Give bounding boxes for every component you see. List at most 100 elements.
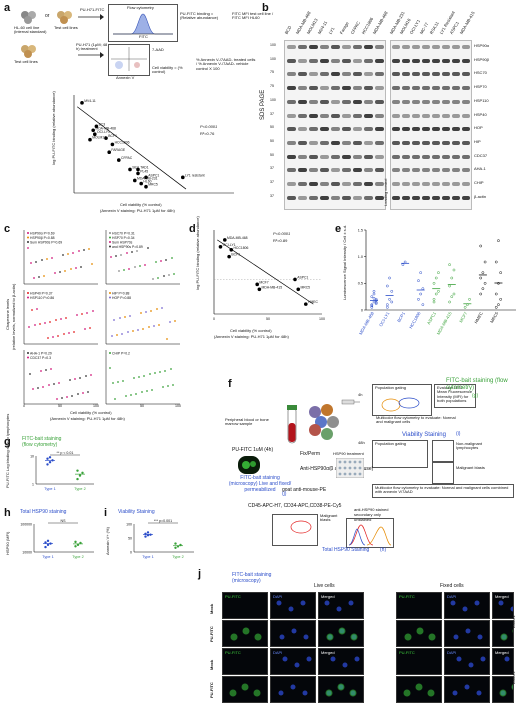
cell-fluorescence — [279, 628, 309, 640]
blot-band — [432, 86, 440, 91]
mw-label: 50 — [270, 138, 274, 143]
data-point — [386, 303, 389, 307]
data-point — [497, 303, 500, 307]
nucleus — [474, 600, 480, 606]
legend-marker — [109, 245, 111, 248]
data-point — [304, 302, 308, 306]
data-point — [133, 377, 135, 379]
microscopy-tile: Merged — [492, 592, 524, 619]
nucleus — [462, 606, 468, 612]
mw-label: 75 — [270, 84, 274, 89]
data-point — [448, 284, 451, 288]
blot-band — [452, 86, 460, 91]
panel-c-xlabel2: (Annexin V staining: PU-H71 1μM for 48h) — [50, 416, 125, 421]
protein-label: CHIP — [474, 180, 484, 185]
blot-band — [287, 168, 296, 173]
annexin-axis-label: Annexin V — [116, 75, 135, 80]
data-point — [120, 254, 122, 256]
blot-band — [442, 58, 450, 63]
data-point — [121, 333, 123, 335]
data-point — [46, 457, 49, 460]
data-point — [163, 275, 165, 277]
data-point — [372, 289, 376, 293]
data-point — [110, 142, 115, 147]
data-point — [255, 282, 259, 287]
data-point — [432, 297, 436, 301]
microscopy-tile: Merged — [318, 592, 364, 619]
legend-secondary: secondary only — [354, 512, 381, 517]
data-point — [296, 287, 301, 292]
data-point — [136, 167, 140, 172]
point-label: CFPAC — [121, 156, 133, 160]
blot-band — [364, 127, 373, 132]
x-tick-label: 50 — [58, 404, 62, 408]
data-point — [123, 269, 125, 271]
blood-tube-icon — [287, 405, 297, 444]
blot-band — [392, 154, 400, 159]
blot-band — [402, 195, 410, 200]
data-point — [171, 257, 173, 259]
nucleus — [342, 662, 348, 668]
blot-band — [422, 182, 430, 186]
tile-label: Merged — [495, 650, 509, 655]
data-point — [113, 319, 115, 321]
or-text-1: or — [45, 13, 50, 19]
data-point — [112, 382, 114, 384]
viability-eq-right: % Annexin V-/7AAD- treated cells / % Ann… — [196, 57, 256, 71]
microscopy-tile: PU-FITC — [222, 648, 268, 675]
fitc-signal — [241, 683, 249, 691]
y-tick-label: 0 — [130, 550, 132, 554]
data-point — [374, 301, 378, 304]
legend-entry: HSP90β P=0.88 — [30, 236, 55, 240]
x-tick-label: HCC1806 — [408, 310, 422, 329]
blot-band — [364, 182, 373, 186]
x-tick-label: 100 — [93, 404, 99, 408]
data-point — [127, 331, 129, 333]
blot-band — [298, 182, 307, 186]
panel-label-f: f — [228, 378, 232, 390]
tile-label: DAPI — [447, 650, 457, 655]
tile-label: PU-FITC — [225, 594, 241, 599]
blot-band — [442, 154, 450, 159]
blot-band — [353, 154, 362, 159]
test-cells-label-2: Test cell lines — [14, 59, 38, 64]
point-label: MRC5 — [300, 285, 310, 289]
fitc-signal — [350, 633, 358, 641]
data-point — [370, 303, 374, 307]
protein-label: HIP — [474, 138, 481, 144]
legend-entry: HSP110 P=0.86 — [30, 296, 54, 300]
blot-band — [353, 182, 362, 186]
arrow-right-icon — [78, 52, 104, 58]
data-point — [74, 545, 77, 548]
annexin-plot-box — [108, 44, 150, 76]
data-point — [148, 326, 150, 328]
blot-band — [375, 58, 384, 63]
blot-band — [320, 113, 329, 118]
panel-a-pval: P<0.0001 — [200, 124, 218, 129]
data-point — [90, 374, 92, 376]
fitc-signal — [337, 683, 345, 691]
data-point — [386, 284, 389, 288]
blot-band — [309, 58, 318, 63]
blot-band — [375, 182, 384, 186]
total-hsp90-title: Total HSP90 Staining — [322, 547, 370, 553]
blot-band — [353, 86, 362, 91]
viability-title: Viability Staining — [402, 432, 446, 438]
data-point — [75, 267, 77, 269]
total-hsp90-sub: (h) — [380, 547, 387, 553]
panel-h-ylabel: HSP90 (MFI) — [5, 531, 10, 555]
data-point — [104, 136, 108, 140]
blot-band — [462, 140, 470, 145]
legend-marker — [27, 292, 29, 294]
data-point — [83, 249, 85, 251]
blot-band — [342, 99, 351, 104]
panel-d-ylabel: log PU-FITC binding (relative abundance) — [195, 216, 200, 290]
blot-band — [412, 140, 420, 145]
data-point — [143, 375, 145, 377]
cell-fluorescence — [456, 656, 486, 668]
blot-band — [287, 127, 296, 132]
blot-band — [320, 72, 329, 77]
nucleus — [282, 656, 288, 662]
data-point — [62, 254, 64, 256]
data-point — [151, 389, 153, 391]
